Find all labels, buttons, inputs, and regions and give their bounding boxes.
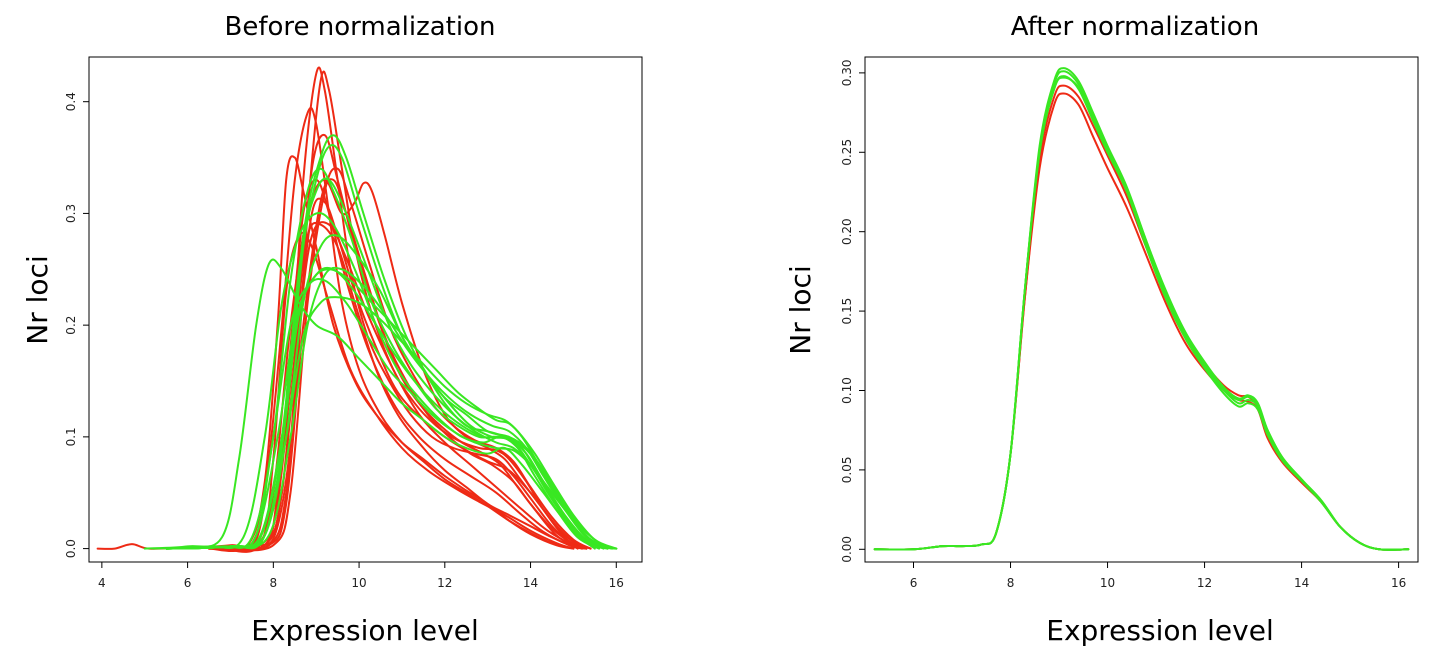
y-tick-label: 0.1 [64, 427, 78, 446]
x-tick-label: 8 [1007, 576, 1015, 590]
y-tick-label: 0.20 [840, 218, 854, 245]
x-tick-label: 12 [1197, 576, 1212, 590]
y-tick-label: 0.2 [64, 316, 78, 335]
y-tick-label: 0.4 [64, 92, 78, 111]
green-density-curve [165, 296, 618, 550]
x-tick-label: 6 [184, 576, 192, 590]
x-tick-label: 4 [98, 576, 106, 590]
chart-title: Before normalization [225, 12, 496, 42]
y-tick-label: 0.05 [840, 457, 854, 484]
y-axis-label: Nr loci [784, 265, 817, 354]
green-density-curve [873, 76, 1410, 551]
x-tick-label: 14 [523, 576, 538, 590]
chart-title: After normalization [1011, 12, 1259, 42]
green-density-curve [165, 177, 609, 550]
x-axis-label: Expression level [1046, 614, 1273, 647]
x-tick-label: 16 [609, 576, 624, 590]
y-tick-label: 0.00 [840, 536, 854, 563]
y-tick-label: 0.25 [840, 139, 854, 166]
red-density-curve [220, 178, 588, 551]
y-tick-label: 0.30 [840, 60, 854, 87]
x-tick-label: 6 [910, 576, 918, 590]
y-axis-label: Nr loci [21, 255, 54, 344]
green-density-curve [165, 278, 613, 550]
axis-ticks: 6 8 10 12 14 16 0.00 0.05 0.10 0.15 0.20 0.25 0.30 [840, 60, 1406, 590]
y-tick-label: 0.0 [64, 539, 78, 558]
x-tick-label: 8 [270, 576, 278, 590]
y-tick-label: 0.10 [840, 377, 854, 404]
x-tick-label: 14 [1294, 576, 1309, 590]
y-tick-label: 0.15 [840, 298, 854, 325]
x-axis-label: Expression level [251, 614, 478, 647]
plot-area [864, 56, 1419, 563]
x-tick-label: 10 [351, 576, 366, 590]
x-tick-label: 12 [437, 576, 452, 590]
green-density-curve [143, 258, 609, 550]
axis-ticks: 4 6 8 10 12 14 16 0.0 0.1 0.2 0.3 0.4 [64, 92, 624, 590]
before-normalization-chart: Before normalization Nr loci Expression … [21, 12, 643, 647]
density-curves [96, 66, 618, 553]
green-density-curve [165, 266, 613, 550]
x-tick-label: 10 [1100, 576, 1115, 590]
green-density-curve [165, 266, 609, 550]
x-tick-label: 16 [1391, 576, 1406, 590]
after-normalization-chart: After normalization Nr loci Expression l… [784, 12, 1419, 647]
density-curves [873, 67, 1410, 551]
y-tick-label: 0.3 [64, 204, 78, 223]
